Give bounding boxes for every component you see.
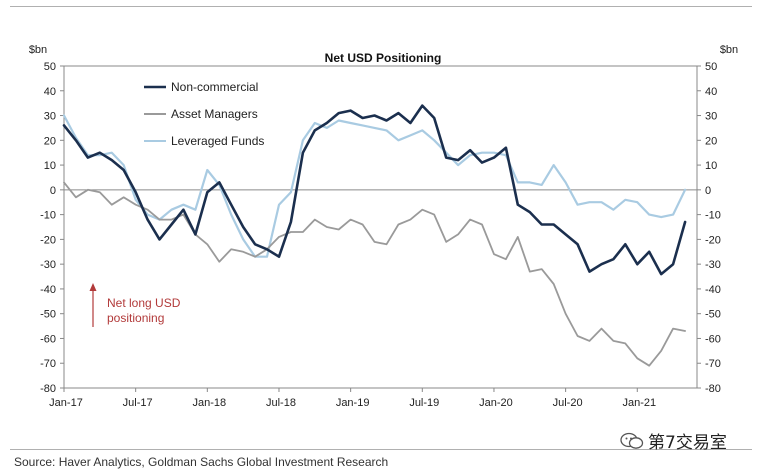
bottom-rule — [10, 449, 752, 450]
right-tick-label: -60 — [705, 333, 721, 345]
left-axis-unit: $bn — [29, 44, 47, 56]
annotation-text: Net long USD — [107, 296, 181, 310]
right-tick-label: -70 — [705, 358, 721, 370]
right-tick-label: -40 — [705, 284, 721, 296]
left-tick-label: -40 — [40, 284, 56, 296]
x-tick-label: Jul-17 — [123, 397, 153, 409]
x-tick-label: Jan-20 — [479, 397, 513, 409]
left-tick-label: -10 — [40, 210, 56, 222]
chart-title: Net USD Positioning — [325, 51, 442, 65]
right-tick-label: 30 — [705, 111, 717, 123]
left-tick-label: -70 — [40, 358, 56, 370]
plot-border — [63, 65, 698, 389]
x-axis: Jan-17 Jul-17 Jan-18 Jul-18 Jan-19 Jul-19 Jan-… — [49, 388, 656, 409]
series-line-asset-managers — [63, 181, 686, 367]
x-tick-label: Jan-17 — [49, 397, 83, 409]
legend-label: Asset Managers — [171, 107, 258, 121]
right-tick-label: 20 — [705, 135, 717, 147]
right-tick-label: -20 — [705, 234, 721, 246]
x-tick-label: Jan-18 — [193, 397, 227, 409]
left-y-axis: 50 40 30 20 10 0 -10 -20 -30 -40 -50 -60 -70 -80 — [40, 61, 64, 395]
left-tick-label: 30 — [44, 111, 56, 123]
top-rule — [10, 6, 752, 7]
x-tick-label: Jan-19 — [336, 397, 370, 409]
right-tick-label: 0 — [705, 185, 711, 197]
wechat-icon — [620, 432, 644, 449]
right-tick-label: 50 — [705, 61, 717, 73]
left-tick-label: -60 — [40, 333, 56, 345]
x-tick-label: Jul-20 — [553, 397, 583, 409]
left-tick-label: 0 — [50, 185, 56, 197]
right-tick-label: -10 — [705, 210, 721, 222]
annotation-arrow-head — [89, 283, 97, 291]
annotation-text: positioning — [107, 311, 164, 325]
watermark-text: 第7交易室 — [648, 433, 727, 453]
source-note: Source: Haver Analytics, Goldman Sachs G… — [14, 455, 389, 469]
right-tick-label: -80 — [705, 383, 721, 395]
left-tick-label: 50 — [44, 61, 56, 73]
left-tick-label: 10 — [44, 160, 56, 172]
right-tick-label: 40 — [705, 86, 717, 98]
x-tick-label: Jul-19 — [409, 397, 439, 409]
plot-area — [63, 65, 698, 389]
right-tick-label: 10 — [705, 160, 717, 172]
left-tick-label: -50 — [40, 309, 56, 321]
right-y-axis: 50 40 30 20 10 0 -10 -20 -30 -40 -50 -60 -70 -80 — [697, 61, 721, 395]
left-tick-label: -20 — [40, 234, 56, 246]
series-lines — [62, 104, 687, 367]
legend: Non-commercial Asset Managers Leveraged Fu… — [144, 80, 264, 148]
x-tick-label: Jul-18 — [266, 397, 296, 409]
left-tick-label: 20 — [44, 135, 56, 147]
series-line-leveraged-funds — [62, 114, 687, 258]
watermark: 第7交易室 — [620, 428, 727, 453]
right-tick-label: -50 — [705, 309, 721, 321]
right-tick-label: -30 — [705, 259, 721, 271]
legend-label: Non-commercial — [171, 80, 258, 94]
left-tick-label: 40 — [44, 86, 56, 98]
series-line-non-commercial — [62, 104, 687, 276]
x-tick-label: Jan-21 — [622, 397, 656, 409]
left-tick-label: -30 — [40, 259, 56, 271]
left-tick-label: -80 — [40, 383, 56, 395]
right-axis-unit: $bn — [720, 44, 738, 56]
legend-label: Leveraged Funds — [171, 134, 264, 148]
